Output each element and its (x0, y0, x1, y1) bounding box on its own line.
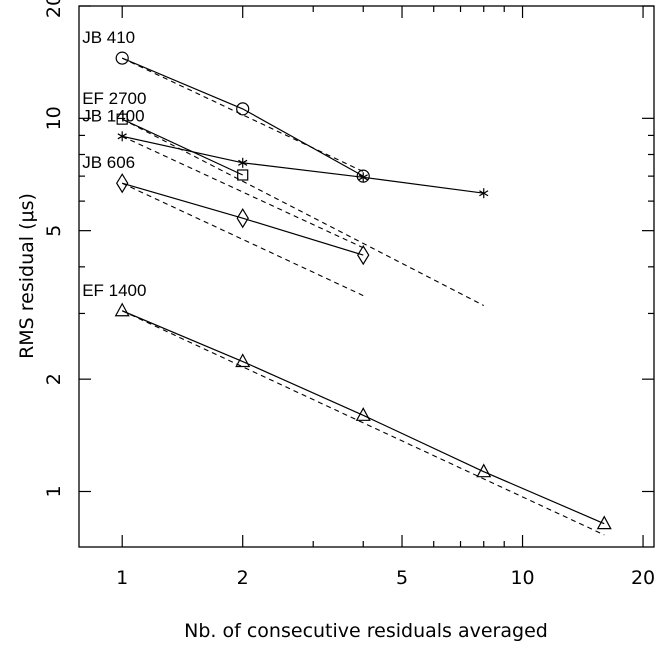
star-marker (479, 188, 489, 199)
y-tick-label: 2 (43, 373, 65, 385)
diamond-marker (236, 208, 249, 229)
square-marker (237, 169, 249, 181)
reference-line (121, 118, 484, 307)
series-label: JB 410 (82, 28, 135, 47)
series-label: JB 606 (82, 153, 135, 172)
y-tick-label: 5 (43, 225, 65, 237)
series-line (121, 118, 243, 176)
series-line (122, 182, 364, 256)
x-tick-label: 20 (631, 567, 655, 589)
plot-frame (78, 5, 655, 548)
tick-labels: 1 2 5 10 20 1 2 5 10 20 (43, 0, 655, 589)
triangle-marker (596, 515, 612, 530)
series-label: EF 2700 (82, 89, 146, 108)
star-marker (238, 157, 248, 168)
series-line (121, 57, 364, 177)
x-tick-label: 2 (237, 567, 249, 589)
triangle-marker (114, 302, 130, 317)
diamond-marker (357, 244, 370, 266)
diamond-marker (115, 173, 129, 194)
series-label: JB 1400 (82, 106, 144, 125)
y-tick-label: 10 (43, 106, 65, 130)
series-label: EF 1400 (82, 281, 146, 300)
triangle-marker (235, 353, 251, 368)
x-tick-label: 5 (396, 567, 408, 589)
triangle-marker (355, 407, 371, 421)
x-axis-label: Nb. of consecutive residuals averaged (184, 620, 548, 642)
reference-lines (121, 57, 605, 536)
star-stroke (117, 133, 127, 140)
series-markers (114, 51, 612, 530)
series-lines (121, 57, 605, 525)
square-marker (116, 113, 128, 125)
y-tick-label: 20 (43, 0, 65, 18)
axis-ticks (79, 5, 654, 547)
star-marker (117, 131, 127, 142)
star-stroke (358, 174, 368, 181)
triangle-marker (476, 463, 492, 478)
series-line (122, 135, 484, 194)
star-stroke (238, 159, 248, 166)
star-marker (358, 172, 368, 183)
circle-marker (236, 102, 250, 116)
reference-line (121, 135, 364, 249)
reference-line (121, 310, 605, 536)
y-axis-label: RMS residual (μs) (16, 193, 38, 359)
star-stroke (479, 190, 489, 197)
circle-marker (115, 51, 129, 65)
reference-line (121, 182, 364, 297)
series-line (121, 310, 605, 525)
y-tick-label: 1 (43, 485, 65, 497)
x-tick-label: 10 (510, 567, 534, 589)
x-tick-label: 1 (116, 567, 128, 589)
